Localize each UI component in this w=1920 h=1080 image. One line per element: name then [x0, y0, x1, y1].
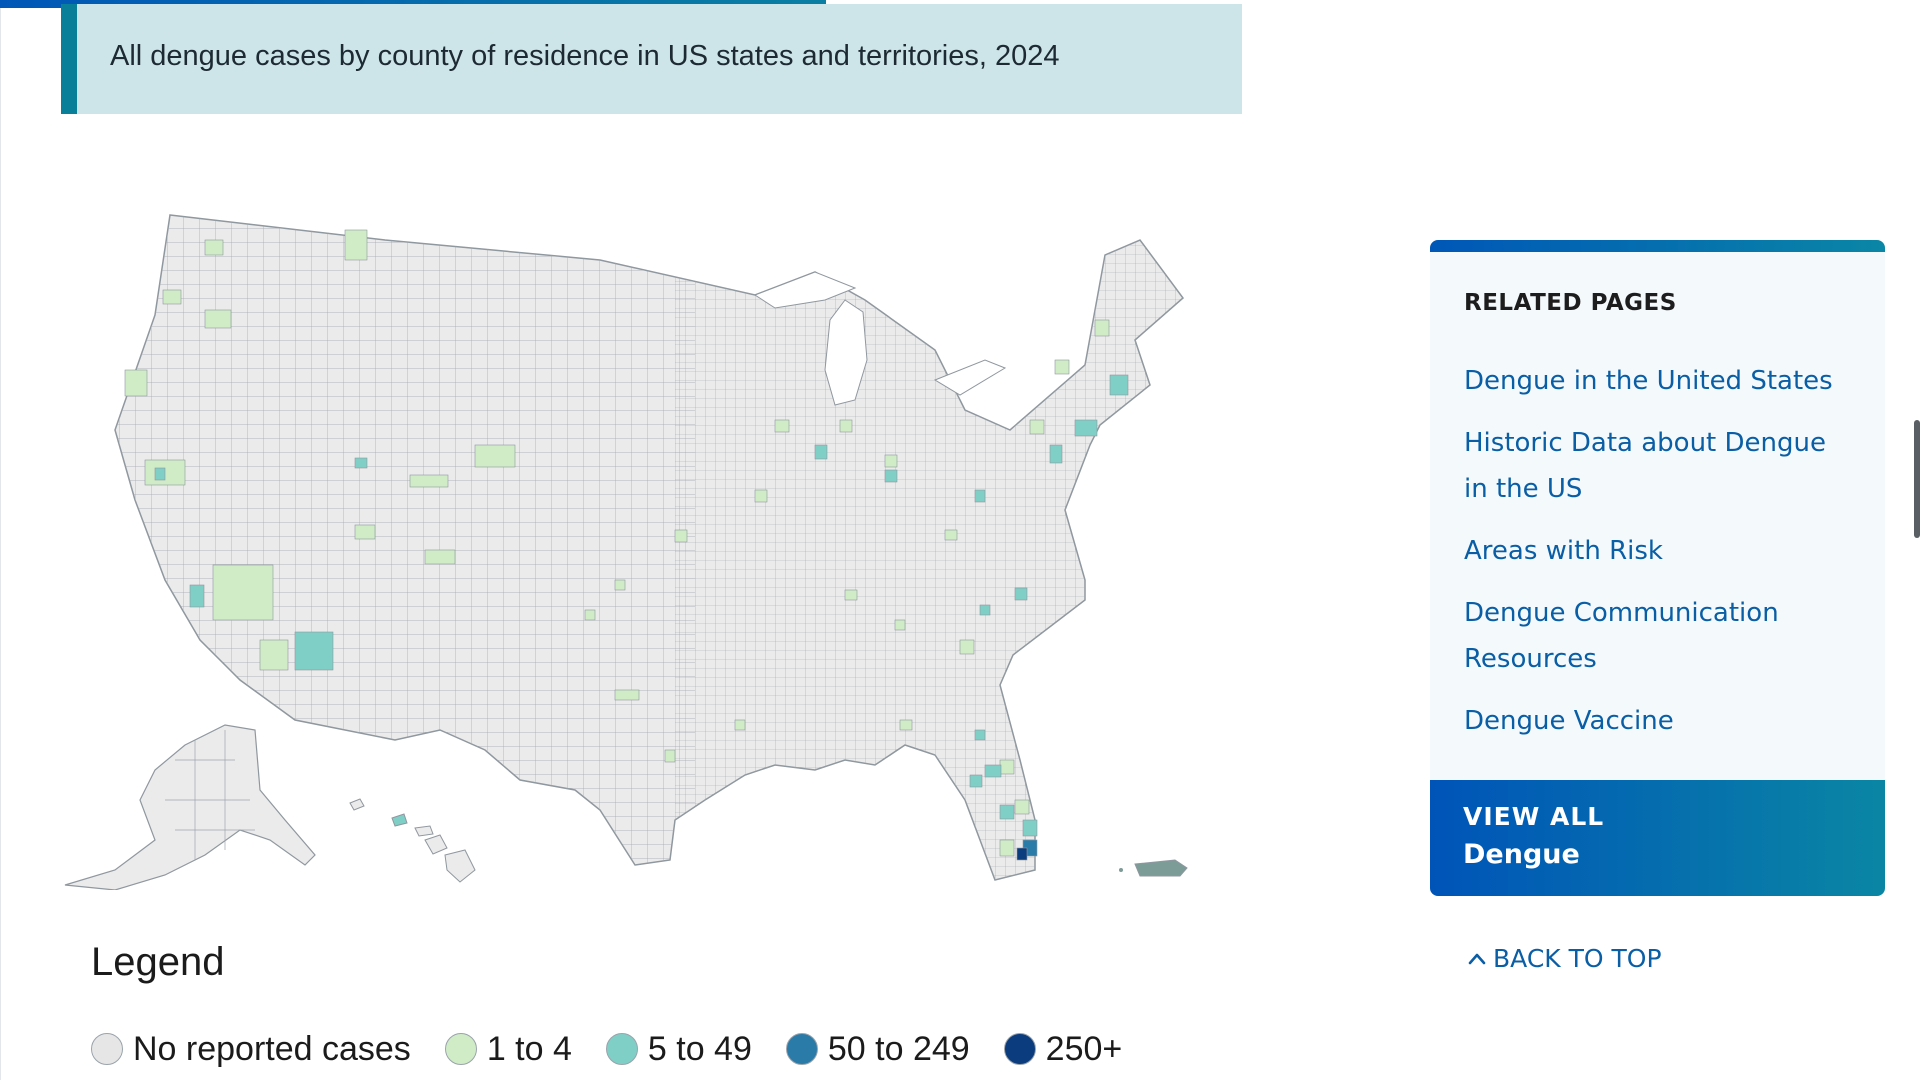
puerto-rico: [1119, 859, 1188, 877]
legend-label: 1 to 4: [486, 1029, 572, 1068]
county-case-fills: [124, 229, 1129, 861]
legend-title: Legend: [91, 940, 225, 984]
related-link-areas-with-risk[interactable]: Areas with Risk: [1464, 536, 1663, 566]
dengue-county-map[interactable]: [55, 200, 1195, 890]
legend-item-no-cases: No reported cases: [91, 1030, 411, 1069]
view-all-topic: Dengue: [1463, 839, 1580, 870]
legend-label: 5 to 49: [647, 1029, 752, 1068]
legend-item-250-plus: 250+: [1003, 1029, 1123, 1069]
related-link-historic-data[interactable]: Historic Data about Dengue in the US: [1464, 428, 1826, 504]
legend-label: No reported cases: [133, 1029, 411, 1068]
chart-title: All dengue cases by county of residence …: [110, 40, 1060, 72]
lake-superior: [753, 271, 857, 309]
legend-swatch: [444, 1033, 477, 1065]
related-pages-heading: RELATED PAGES: [1464, 290, 1677, 316]
back-to-top-label: BACK TO TOP: [1493, 944, 1662, 973]
legend-swatch: [1003, 1033, 1036, 1065]
legend-item-50-to-249: 50 to 249: [785, 1029, 970, 1069]
back-to-top-link[interactable]: BACK TO TOP: [1467, 944, 1662, 973]
chart-title-band: All dengue cases by county of residence …: [61, 4, 1242, 114]
related-pages-accent-bar: [1430, 240, 1885, 252]
related-pages-card: RELATED PAGES Dengue in the United State…: [1430, 240, 1885, 896]
view-all-dengue-button[interactable]: VIEW ALL Dengue: [1430, 780, 1885, 896]
legend-label: 50 to 249: [827, 1029, 970, 1068]
lake-michigan: [824, 299, 868, 406]
legend-swatch: [91, 1033, 123, 1065]
view-all-label: VIEW ALL: [1463, 802, 1605, 831]
legend-item-1-to-4: 1 to 4: [444, 1029, 572, 1069]
related-link-dengue-vaccine[interactable]: Dengue Vaccine: [1464, 706, 1674, 736]
chevron-up-icon: [1468, 953, 1486, 964]
related-pages-list: Dengue in the United States Historic Dat…: [1464, 358, 1854, 760]
map-svg: [64, 214, 1188, 890]
lake-erie: [933, 359, 1007, 396]
legend-label: 250+: [1045, 1029, 1123, 1068]
scrollbar-thumb[interactable]: [1914, 420, 1920, 538]
alaska: [64, 724, 316, 890]
legend-swatch: [785, 1033, 818, 1065]
hawaii: [349, 798, 476, 883]
legend: No reported cases 1 to 4 5 to 49 50 to 2…: [91, 1027, 1156, 1071]
related-link-communication-resources[interactable]: Dengue Communication Resources: [1464, 598, 1779, 674]
related-link-dengue-in-us[interactable]: Dengue in the United States: [1464, 366, 1833, 396]
page-left-border: [0, 0, 1, 1080]
legend-item-5-to-49: 5 to 49: [605, 1029, 752, 1069]
legend-swatch: [605, 1033, 638, 1065]
